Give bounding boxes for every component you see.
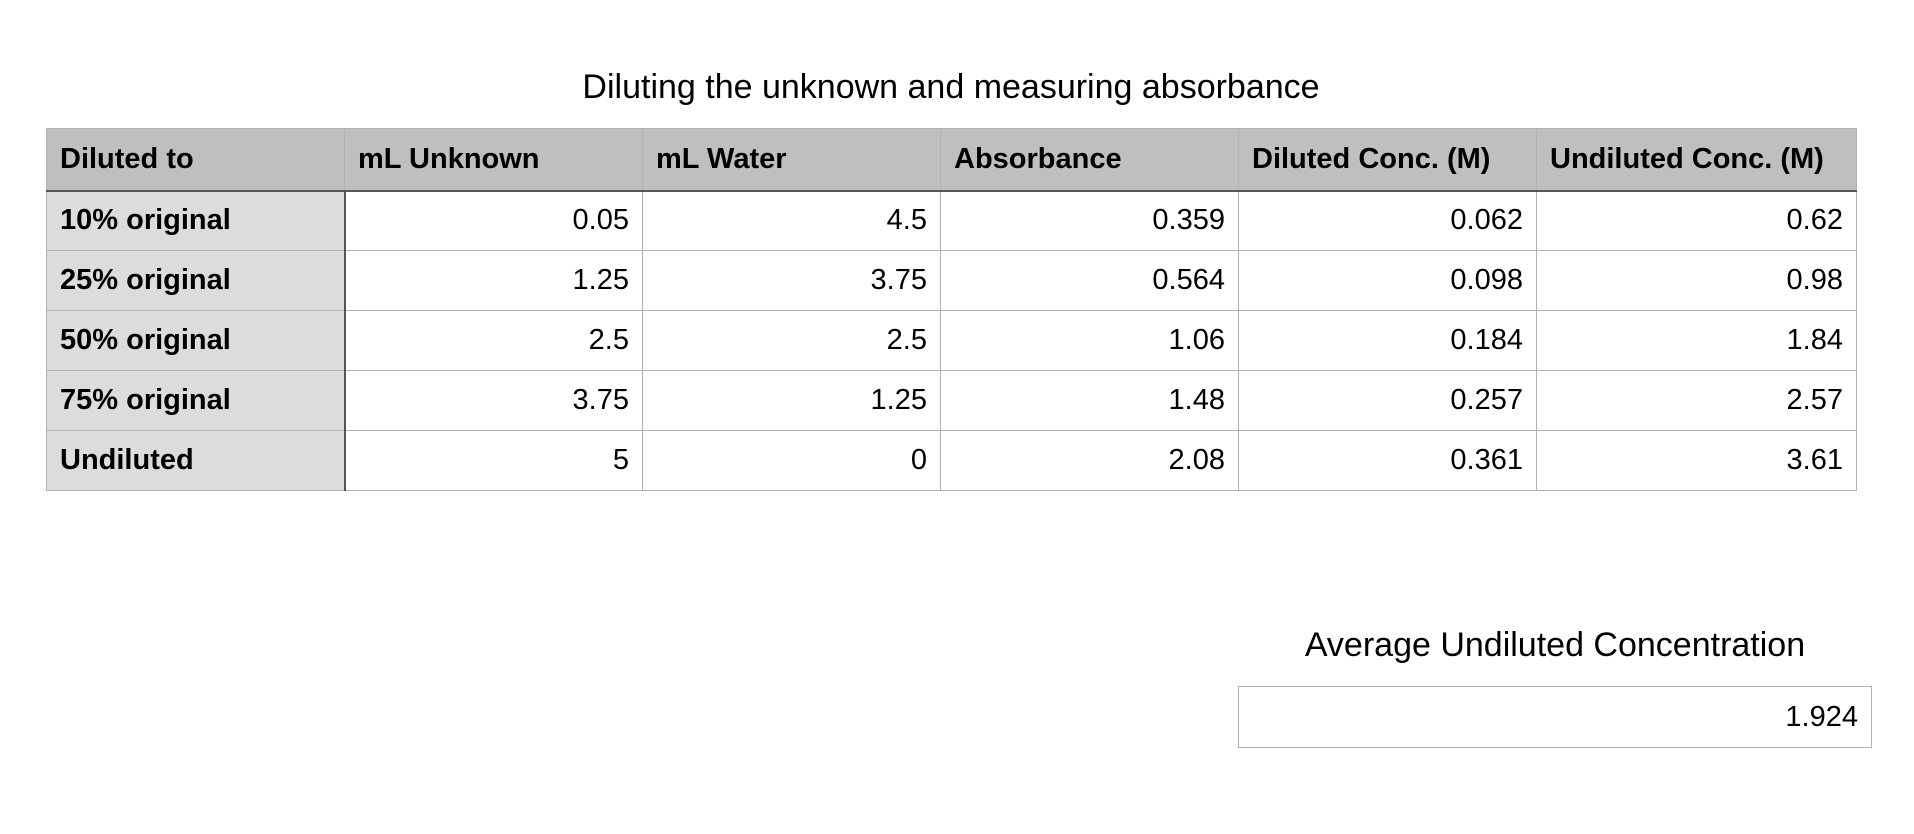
- cell-ml-water[interactable]: 4.5: [642, 190, 941, 251]
- average-value-cell[interactable]: 1.924: [1238, 686, 1872, 748]
- cell-diluted-conc[interactable]: 0.257: [1238, 370, 1537, 431]
- cell-absorbance[interactable]: 2.08: [940, 430, 1239, 491]
- header-ml-water[interactable]: mL Water: [642, 128, 941, 192]
- cell-ml-unknown[interactable]: 1.25: [344, 250, 643, 311]
- table-row: 50% original 2.5 2.5 1.06 0.184 1.84: [46, 310, 1857, 371]
- cell-ml-water[interactable]: 2.5: [642, 310, 941, 371]
- cell-absorbance[interactable]: 0.564: [940, 250, 1239, 311]
- header-row: Diluted to mL Unknown mL Water Absorbanc…: [46, 128, 1857, 192]
- cell-diluted-conc[interactable]: 0.361: [1238, 430, 1537, 491]
- cell-absorbance[interactable]: 0.359: [940, 190, 1239, 251]
- table-row: Undiluted 5 0 2.08 0.361 3.61: [46, 430, 1857, 491]
- cell-ml-water[interactable]: 0: [642, 430, 941, 491]
- cell-diluted-conc[interactable]: 0.098: [1238, 250, 1537, 311]
- cell-diluted-conc[interactable]: 0.184: [1238, 310, 1537, 371]
- header-absorbance[interactable]: Absorbance: [940, 128, 1239, 192]
- cell-ml-water[interactable]: 1.25: [642, 370, 941, 431]
- row-label[interactable]: 50% original: [46, 310, 346, 371]
- dilution-table: Diluted to mL Unknown mL Water Absorbanc…: [46, 128, 1857, 491]
- cell-undiluted-conc[interactable]: 0.98: [1536, 250, 1857, 311]
- header-diluted-conc[interactable]: Diluted Conc. (M): [1238, 128, 1537, 192]
- cell-ml-unknown[interactable]: 2.5: [344, 310, 643, 371]
- header-undiluted-conc[interactable]: Undiluted Conc. (M): [1536, 128, 1857, 192]
- row-label[interactable]: Undiluted: [46, 430, 346, 491]
- cell-diluted-conc[interactable]: 0.062: [1238, 190, 1537, 251]
- table-title: Diluting the unknown and measuring absor…: [582, 68, 1320, 106]
- cell-ml-unknown[interactable]: 3.75: [344, 370, 643, 431]
- cell-absorbance[interactable]: 1.48: [940, 370, 1239, 431]
- cell-undiluted-conc[interactable]: 1.84: [1536, 310, 1857, 371]
- cell-undiluted-conc[interactable]: 2.57: [1536, 370, 1857, 431]
- cell-ml-unknown[interactable]: 0.05: [344, 190, 643, 251]
- header-diluted-to[interactable]: Diluted to: [46, 128, 345, 192]
- header-ml-unknown[interactable]: mL Unknown: [344, 128, 643, 192]
- cell-absorbance[interactable]: 1.06: [940, 310, 1239, 371]
- cell-undiluted-conc[interactable]: 0.62: [1536, 190, 1857, 251]
- average-title: Average Undiluted Concentration: [1304, 626, 1806, 664]
- table-row: 25% original 1.25 3.75 0.564 0.098 0.98: [46, 250, 1857, 311]
- row-label[interactable]: 75% original: [46, 370, 346, 431]
- row-label[interactable]: 25% original: [46, 250, 346, 311]
- table-row: 10% original 0.05 4.5 0.359 0.062 0.62: [46, 190, 1857, 251]
- cell-undiluted-conc[interactable]: 3.61: [1536, 430, 1857, 491]
- row-label[interactable]: 10% original: [46, 190, 346, 251]
- cell-ml-unknown[interactable]: 5: [344, 430, 643, 491]
- table-row: 75% original 3.75 1.25 1.48 0.257 2.57: [46, 370, 1857, 431]
- cell-ml-water[interactable]: 3.75: [642, 250, 941, 311]
